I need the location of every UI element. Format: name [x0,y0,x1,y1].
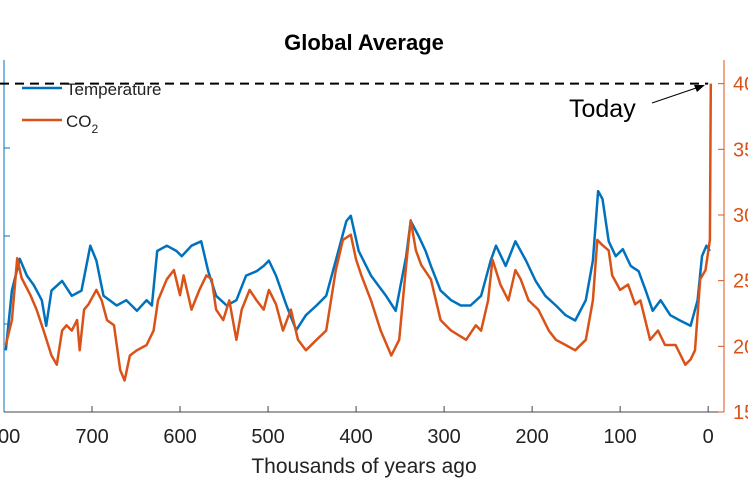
co2-series-line [4,83,713,382]
x-tick-label: 700 [75,426,108,448]
right-y-tick-label: 350 [733,139,748,161]
x-tick-label: 200 [515,426,548,448]
right-y-tick-label: 400 [733,74,748,96]
axes: 7006005004003002001000001502002503003504… [0,60,748,448]
legend-co2-label: CO2 [66,112,99,136]
chart-title: Global Average [284,30,444,55]
legend-temperature-label: Temperature [66,80,161,99]
x-tick-label: 600 [163,426,196,448]
right-y-tick-label: 300 [733,205,748,227]
today-arrow [651,85,703,104]
x-axis-label: Thousands of years ago [251,455,476,478]
x-tick-label: 0 [703,426,714,448]
x-tick-label: 100 [603,426,636,448]
x-tick-label: 500 [251,426,284,448]
right-y-tick-label: 150 [733,402,748,424]
legend: Temperature CO2 [22,80,161,136]
right-y-tick-label: 250 [733,271,748,293]
x-tick-label: 400 [339,426,372,448]
temperature-series-line [4,189,711,351]
x-tick-label: 00 [0,426,20,448]
right-y-tick-label: 200 [733,336,748,358]
today-annotation: Today [569,95,636,123]
today-arrowhead-icon [694,85,705,92]
x-tick-label: 300 [427,426,460,448]
